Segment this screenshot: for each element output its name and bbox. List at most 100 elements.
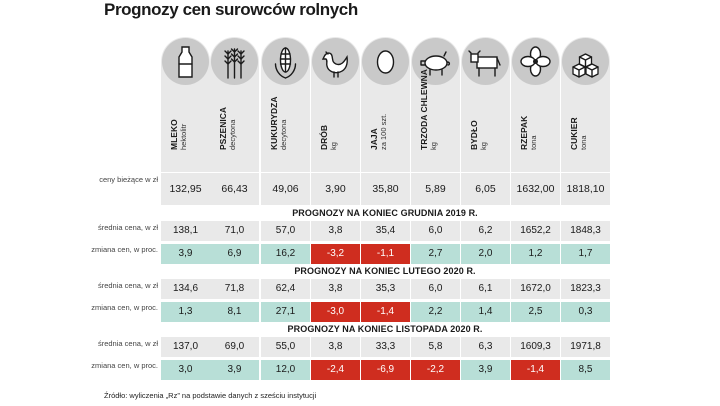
price-change-cell: 12,0	[261, 360, 310, 380]
avg-price-cell: 55,0	[261, 337, 310, 357]
commodity-header: DRÓB kg	[311, 87, 360, 171]
commodity-column: RZEPAK tona	[511, 37, 560, 172]
price-change-cell: 3,0	[161, 360, 210, 380]
icon-circle	[262, 38, 309, 85]
price-change-cell: -1,4	[511, 360, 560, 380]
row-label: średnia cena, w zł	[97, 223, 158, 232]
price-change-cell: 1,4	[461, 302, 510, 322]
commodity-unit: decytona	[279, 119, 288, 150]
sugar-cubes-icon	[572, 53, 599, 78]
avg-price-cell: 5,8	[411, 337, 460, 357]
commodity-column: BYDŁO kg	[461, 37, 510, 172]
current-price-cell: 66,43	[210, 173, 259, 205]
icon-circle	[512, 38, 559, 85]
avg-price-cell: 1848,3	[561, 221, 610, 241]
commodity-header: KUKURYDZA decytona	[261, 87, 310, 171]
commodity-unit: kg	[329, 142, 338, 150]
avg-price-cell: 6,2	[461, 221, 510, 241]
commodity-header: CUKIER tona	[561, 87, 610, 171]
avg-price-cell: 69,0	[210, 337, 259, 357]
avg-price-cell: 138,1	[161, 221, 210, 241]
commodity-name: BYDŁO	[469, 120, 479, 150]
price-change-cell: 0,3	[561, 302, 610, 322]
chicken-icon	[321, 51, 348, 78]
price-change-cell: 1,3	[161, 302, 210, 322]
commodity-label: PSZENICA decytona	[218, 68, 237, 150]
icon-circle	[412, 38, 459, 85]
rapeseed-flower-icon	[520, 46, 551, 77]
chart-title: Prognozy cen surowców rolnych	[104, 0, 358, 19]
commodity-name: CUKIER	[569, 117, 579, 150]
commodity-header: MLEKO hektolitr	[161, 87, 210, 171]
avg-price-cell: 1971,8	[561, 337, 610, 357]
price-change-cell: 8,5	[561, 360, 610, 380]
current-price-cell: 132,95	[161, 173, 210, 205]
avg-price-cell: 3,8	[311, 337, 360, 357]
avg-price-cell: 33,3	[361, 337, 410, 357]
wheat-icon	[224, 48, 245, 79]
price-change-cell: 16,2	[261, 244, 310, 264]
avg-price-cell: 35,3	[361, 279, 410, 299]
commodity-label: CUKIER tona	[569, 68, 588, 150]
source-note: Źródło: wyliczenia „Rz” na podstawie dan…	[104, 391, 317, 400]
row-label: zmiana cen, w proc.	[91, 303, 158, 312]
price-change-cell: -3,0	[311, 302, 360, 322]
avg-price-cell: 62,4	[261, 279, 310, 299]
commodity-name: KUKURYDZA	[269, 96, 279, 150]
icon-circle	[362, 38, 409, 85]
commodity-name: RZEPAK	[519, 115, 529, 150]
commodity-column: MLEKO hektolitr	[161, 37, 210, 172]
forecast-section-title: PROGNOZY NA KONIEC LISTOPADA 2020 R.	[287, 324, 483, 334]
row-label: zmiana cen, w proc.	[91, 361, 158, 370]
commodity-header: BYDŁO kg	[461, 87, 510, 171]
price-change-cell: 6,9	[210, 244, 259, 264]
row-label: średnia cena, w zł	[97, 281, 158, 290]
avg-price-cell: 6,0	[411, 221, 460, 241]
price-change-cell: 1,2	[511, 244, 560, 264]
avg-price-cell: 6,1	[461, 279, 510, 299]
avg-price-cell: 1823,3	[561, 279, 610, 299]
commodity-label: MLEKO hektolitr	[169, 68, 188, 150]
price-change-cell: 3,9	[161, 244, 210, 264]
commodity-unit: tona	[579, 135, 588, 150]
row-label: średnia cena, w zł	[97, 339, 158, 348]
avg-price-cell: 71,8	[210, 279, 259, 299]
current-price-cell: 6,05	[461, 173, 510, 205]
commodity-name: TRZODA CHLEWNA	[419, 69, 429, 150]
current-price-cell: 1632,00	[511, 173, 560, 205]
icon-circle	[312, 38, 359, 85]
commodity-column: DRÓB kg	[311, 37, 360, 172]
commodity-header: JAJA za 100 szt.	[361, 87, 410, 171]
price-change-cell: 1,7	[561, 244, 610, 264]
pig-icon	[420, 51, 451, 76]
egg-icon	[376, 50, 395, 74]
commodity-header: PSZENICA decytona	[210, 87, 259, 171]
commodity-name: DRÓB	[319, 124, 329, 150]
milk-bottle-icon	[178, 46, 193, 78]
commodity-column: KUKURYDZA decytona	[261, 37, 310, 172]
commodity-column: CUKIER tona	[561, 37, 610, 172]
commodity-unit: za 100 szt.	[379, 113, 388, 150]
commodity-column: PSZENICA decytona	[210, 37, 259, 172]
commodity-unit: kg	[429, 142, 438, 150]
avg-price-cell: 1652,2	[511, 221, 560, 241]
avg-price-cell: 134,6	[161, 279, 210, 299]
price-change-cell: -2,4	[311, 360, 360, 380]
price-change-cell: 2,0	[461, 244, 510, 264]
commodity-unit: hektolitr	[179, 123, 188, 150]
commodity-label: JAJA za 100 szt.	[369, 68, 388, 150]
current-price-cell: 5,89	[411, 173, 460, 205]
price-change-cell: 3,9	[461, 360, 510, 380]
commodity-header: RZEPAK tona	[511, 87, 560, 171]
commodity-name: JAJA	[369, 128, 379, 150]
price-change-cell: 2,5	[511, 302, 560, 322]
forecast-section-title: PROGNOZY NA KONIEC LUTEGO 2020 R.	[294, 266, 476, 276]
commodity-unit: tona	[529, 135, 538, 150]
icon-circle	[562, 38, 609, 85]
price-change-cell: -1,1	[361, 244, 410, 264]
icon-circle	[462, 38, 509, 85]
avg-price-cell: 6,0	[411, 279, 460, 299]
forecast-section-title: PROGNOZY NA KONIEC GRUDNIA 2019 R.	[292, 208, 478, 218]
commodity-name: MLEKO	[169, 119, 179, 150]
price-change-cell: 2,7	[411, 244, 460, 264]
